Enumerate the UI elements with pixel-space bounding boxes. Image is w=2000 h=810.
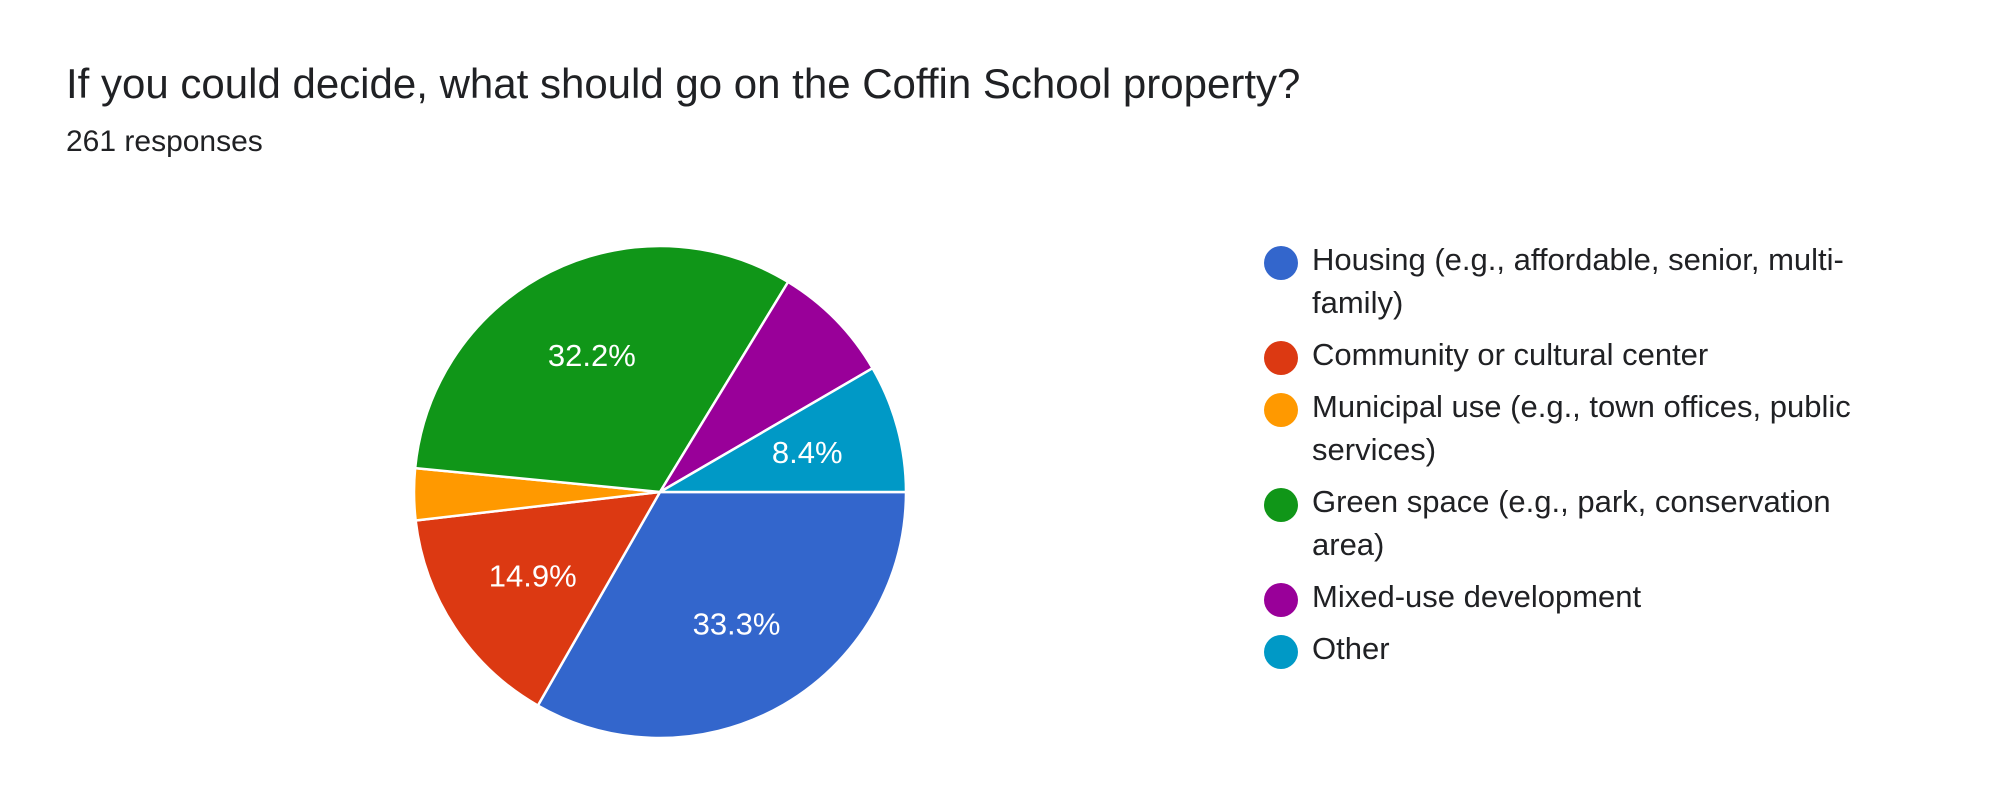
legend-label: Housing (e.g., affordable, senior, multi… <box>1312 242 1844 320</box>
pie-slice-4[interactable] <box>413 244 790 494</box>
legend-item[interactable]: Community or cultural center <box>1262 333 1902 376</box>
legend-item[interactable]: Housing (e.g., affordable, senior, multi… <box>1262 238 1902 324</box>
pie-slice-label-6: 8.4% <box>772 435 843 470</box>
legend-label: Mixed-use development <box>1312 579 1642 614</box>
legend-item[interactable]: Other <box>1262 627 1902 670</box>
legend-item[interactable]: Green space (e.g., park, conservation ar… <box>1262 480 1902 566</box>
legend-swatch-icon <box>1264 583 1298 617</box>
legend-label: Other <box>1312 631 1390 666</box>
legend-swatch-icon <box>1264 246 1298 280</box>
legend-swatch-icon <box>1264 635 1298 669</box>
pie-slice-label-1: 33.3% <box>693 606 781 641</box>
legend-swatch-icon <box>1264 488 1298 522</box>
pie-slices <box>412 244 908 740</box>
pie-slice-5[interactable] <box>658 280 874 494</box>
pie-slice-label-4: 32.2% <box>548 338 636 373</box>
legend-label: Green space (e.g., park, conservation ar… <box>1312 484 1831 562</box>
legend-item[interactable]: Mixed-use development <box>1262 575 1902 618</box>
pie-slice-2[interactable] <box>414 490 662 707</box>
chart-title: If you could decide, what should go on t… <box>66 60 1301 107</box>
legend-label: Municipal use (e.g., town offices, publi… <box>1312 389 1851 467</box>
pie-slice-label-2: 14.9% <box>489 559 577 594</box>
legend-item[interactable]: Municipal use (e.g., town offices, publi… <box>1262 385 1902 471</box>
pie-slice-labels: 33.3% 14.9% 32.2% 8.4% <box>489 338 843 641</box>
legend-label: Community or cultural center <box>1312 337 1709 372</box>
chart-legend: Housing (e.g., affordable, senior, multi… <box>1262 238 1902 679</box>
response-count: 261 responses <box>66 125 263 158</box>
pie-slice-1[interactable] <box>536 490 908 740</box>
legend-swatch-icon <box>1264 341 1298 375</box>
pie-slice-6[interactable] <box>658 366 908 494</box>
legend-swatch-icon <box>1264 393 1298 427</box>
